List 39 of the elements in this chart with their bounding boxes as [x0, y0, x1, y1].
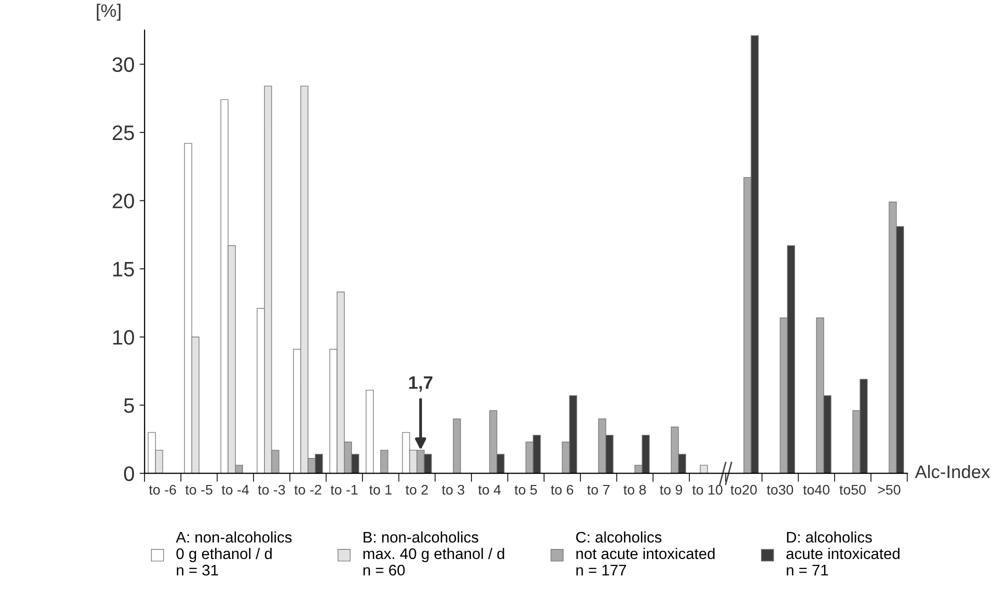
legend-label: B: non-alcoholics max. 40 g ethanol / d n = 60: [363, 531, 504, 576]
annotation: 1,7: [409, 376, 432, 392]
y-axis-title: [%]: [96, 4, 120, 21]
x-tick-label: to20: [730, 484, 757, 495]
x-tick-label: to -5: [185, 484, 212, 495]
x-tick-label: to 10: [692, 484, 722, 495]
y-tick-label: 0: [124, 466, 134, 482]
bar: [700, 464, 708, 474]
x-tick-label: to 2: [406, 484, 428, 495]
x-tick-label: to 3: [442, 484, 464, 495]
bar: [366, 390, 374, 474]
legend-label: D: alcoholics acute intoxicated n = 71: [786, 531, 900, 576]
bar: [380, 450, 388, 474]
x-tick-label: to -3: [258, 484, 285, 495]
x-tick-label: to -2: [294, 484, 322, 495]
x-tick-label: >50: [878, 484, 900, 495]
x-tick-label: to 6: [550, 484, 574, 495]
x-tick-label: to 8: [624, 484, 646, 495]
x-tick-label: to -1: [330, 484, 358, 495]
x-tick-label: to50: [839, 484, 866, 495]
x-tick-label: to40: [803, 484, 830, 495]
x-tick-label: to 9: [660, 484, 682, 495]
x-tick-label: to 7: [587, 484, 610, 495]
y-tick-label: 20: [112, 194, 134, 208]
x-tick-label: to 1: [369, 484, 392, 495]
x-tick-label: to 5: [514, 484, 537, 495]
y-tick-label: 25: [112, 125, 134, 140]
y-tick-label: 10: [113, 330, 134, 345]
x-tick-label: to30: [766, 484, 794, 495]
y-tick-label: 30: [112, 57, 134, 72]
x-tick-label: to -4: [222, 484, 249, 495]
y-tick-label: 15: [113, 262, 134, 277]
legend-label: C: alcoholics not acute intoxicated n = 177: [576, 531, 715, 576]
bar: [452, 418, 461, 474]
x-axis-title: Alc-Index: [914, 464, 990, 478]
x-tick-label: to -6: [149, 484, 176, 495]
legend-label: A: non-alcoholics 0 g ethanol / d n = 31: [176, 531, 292, 576]
x-tick-label: to 4: [478, 484, 501, 495]
y-tick-label: 5: [124, 398, 134, 413]
